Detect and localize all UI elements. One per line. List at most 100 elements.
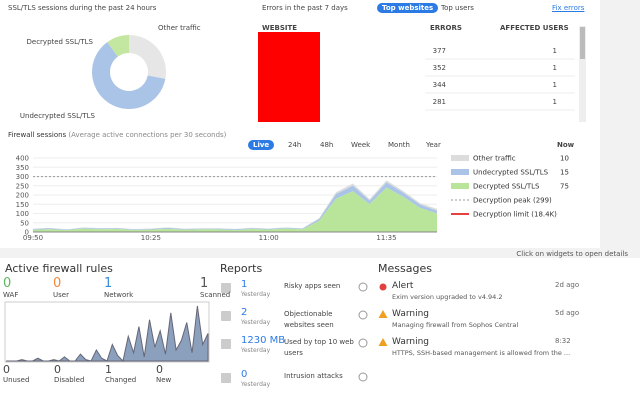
report-period: Yesterday: [241, 319, 271, 326]
column-header: WEBSITE: [262, 24, 298, 32]
website-redacted: [258, 32, 320, 122]
message-title: Warning: [392, 309, 430, 319]
message-title: Alert: [392, 281, 414, 291]
range-button[interactable]: 48h: [320, 141, 334, 149]
tab[interactable]: Top users: [441, 4, 474, 12]
legend-label: Other traffic: [473, 155, 516, 163]
legend-label: Undecrypted SSL/TLS: [473, 169, 549, 177]
legend-label: Decryption peak (299): [473, 197, 552, 205]
donut-slice: [107, 35, 129, 57]
tab[interactable]: Top websites: [377, 3, 439, 13]
slice-label: Other traffic: [158, 24, 201, 32]
legend-now: 75: [560, 183, 569, 191]
x-tick-label: 11:35: [376, 234, 396, 242]
rule-label: Scanned: [200, 291, 231, 299]
rule-label: WAF: [3, 291, 19, 299]
range-button[interactable]: Year: [426, 141, 441, 149]
y-tick-label: 350: [16, 164, 29, 172]
y-tick-label: 50: [20, 219, 29, 227]
legend-label: Decrypted SSL/TLS: [473, 183, 540, 191]
ssl-title: SSL/TLS sessions during the past 24 hour…: [8, 4, 157, 12]
report-period: Yesterday: [241, 291, 271, 298]
download-icon: [358, 282, 368, 292]
report-label: Used by top 10 web users: [284, 338, 354, 357]
message-time: 5d ago: [555, 309, 580, 317]
rule-count: 1: [104, 276, 113, 291]
now-header: Now: [557, 141, 575, 149]
slice-label: Undecrypted SSL/TLS: [20, 112, 96, 120]
report-label: Objectionable websites seen: [284, 310, 334, 329]
firewall-title: Firewall sessions (Average active connec…: [8, 131, 226, 139]
legend-swatch: [451, 155, 469, 161]
title: Firewall sessions: [8, 131, 67, 139]
warning-icon: [378, 310, 388, 318]
range-button[interactable]: 24h: [288, 141, 302, 149]
affected-users: 1: [553, 98, 557, 106]
range-button[interactable]: Live: [248, 140, 275, 150]
report-value: 2: [241, 307, 248, 318]
rule-label: New: [156, 376, 172, 384]
range-button[interactable]: Month: [388, 141, 410, 149]
subtitle: (Average active connections per 30 secon…: [68, 131, 227, 139]
rule-count: 0: [3, 276, 12, 291]
message-time: 8:32: [555, 337, 571, 345]
legend-now: 15: [560, 169, 569, 177]
message-text: HTTPS, SSH-based management is allowed f…: [392, 349, 571, 357]
report-value: 1230 MB: [241, 335, 286, 346]
donut-slice: [129, 35, 167, 79]
alert-icon: [379, 283, 387, 291]
link[interactable]: Fix errors: [552, 4, 585, 12]
rule-label: Changed: [105, 376, 137, 384]
report-period: Yesterday: [241, 381, 271, 388]
message-title: Warning: [392, 337, 430, 347]
report-value: 0: [241, 369, 248, 380]
column-header: ERRORS: [430, 24, 462, 32]
legend-swatch: [451, 183, 469, 189]
x-tick-label: 09:50: [23, 234, 43, 242]
slice-label: Decrypted SSL/TLS: [27, 38, 94, 46]
y-tick-label: 250: [16, 182, 29, 190]
hint: Click on widgets to open details: [516, 250, 628, 258]
area: [33, 182, 437, 231]
y-tick-label: 100: [16, 210, 29, 218]
affected-users: 1: [553, 47, 557, 55]
y-tick-label: 200: [16, 192, 29, 200]
rule-count: 0: [156, 363, 163, 376]
scroll-thumb: [580, 27, 585, 59]
warning-icon: [378, 338, 388, 346]
legend-now: 10: [560, 155, 569, 163]
download-icon: [358, 310, 368, 320]
errors-title: Errors in the past 7 days: [262, 4, 348, 12]
area: [33, 180, 437, 230]
message-text: Managing firewall from Sophos Central: [392, 321, 519, 329]
legend-swatch: [451, 169, 469, 175]
download-icon: [358, 338, 368, 348]
x-tick-label: 11:00: [259, 234, 279, 242]
x-tick-label: 10:25: [141, 234, 161, 242]
rule-count: 0: [54, 363, 61, 376]
report-label: Risky apps seen: [284, 282, 341, 290]
column-header: AFFECTED USERS: [500, 24, 569, 32]
reports-title: Reports: [220, 262, 263, 275]
message-time: 2d ago: [555, 281, 580, 289]
rule-label: Disabled: [54, 376, 85, 384]
donut-slice: [92, 42, 166, 109]
report-icon: [221, 283, 231, 293]
y-tick-label: 400: [16, 155, 29, 163]
rule-count: 0: [53, 276, 62, 291]
download-icon: [358, 372, 368, 382]
rule-count: 1: [200, 276, 209, 291]
rule-count: 0: [3, 363, 10, 376]
messages-title: Messages: [378, 262, 432, 275]
rule-count: 1: [105, 363, 112, 376]
report-value: 1: [241, 279, 248, 290]
error-count: 377: [433, 47, 446, 55]
legend-label: Decryption limit (18.4K): [473, 211, 557, 219]
affected-users: 1: [553, 81, 557, 89]
rules-area: [6, 305, 209, 363]
range-button[interactable]: Week: [351, 141, 371, 149]
error-count: 281: [433, 98, 446, 106]
rule-label: Unused: [3, 376, 30, 384]
